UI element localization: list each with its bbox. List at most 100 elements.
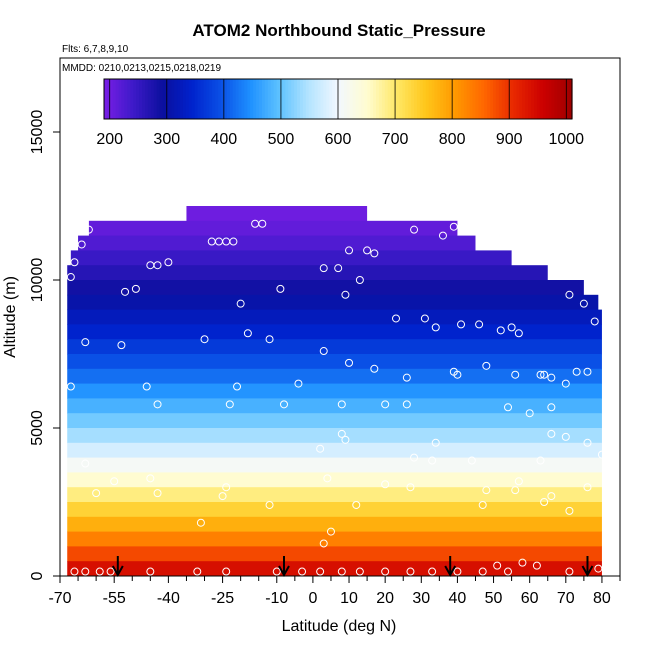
field-row xyxy=(67,531,602,547)
chart-title: ATOM2 Northbound Static_Pressure xyxy=(192,21,485,40)
colorbar-swatch xyxy=(340,79,345,119)
colorbar-swatch xyxy=(253,79,257,119)
observation-point xyxy=(547,429,556,438)
colorbar-swatch xyxy=(118,79,123,119)
observation-point xyxy=(410,225,419,234)
observation-point xyxy=(540,370,549,379)
observation-point xyxy=(438,231,447,240)
colorbar-swatch xyxy=(490,79,494,119)
colorbar-swatch xyxy=(545,79,550,119)
colorbar-swatch xyxy=(402,79,406,119)
colorbar-swatch xyxy=(256,79,260,119)
x-tick-label: 30 xyxy=(412,590,430,607)
colorbar-tick-label: 500 xyxy=(268,131,295,148)
observation-point xyxy=(258,219,267,228)
field-row xyxy=(67,472,602,488)
colorbar-swatch xyxy=(367,79,371,119)
observation-point xyxy=(518,558,527,567)
observation-point xyxy=(583,438,592,447)
colorbar-swatch xyxy=(215,79,219,119)
observation-point xyxy=(341,435,350,444)
colorbar-swatch xyxy=(297,79,301,119)
colorbar-swatch xyxy=(551,79,556,119)
field-row xyxy=(67,280,584,296)
x-tick-label: -40 xyxy=(157,590,180,607)
colorbar-swatch xyxy=(428,79,433,119)
colorbar-swatch xyxy=(133,79,137,119)
field-row xyxy=(67,546,602,562)
colorbar-swatch xyxy=(504,79,509,119)
colorbar-swatch xyxy=(498,79,503,119)
observation-point xyxy=(164,258,173,267)
colorbar-swatch xyxy=(150,79,155,119)
observation-point xyxy=(536,370,545,379)
observation-point xyxy=(142,382,151,391)
field-row xyxy=(67,487,602,503)
observation-point xyxy=(319,539,328,548)
observation-point xyxy=(363,246,372,255)
observation-point xyxy=(106,567,115,576)
observation-point xyxy=(561,432,570,441)
observation-point xyxy=(243,329,252,338)
colorbar-swatch xyxy=(528,79,532,119)
observation-point xyxy=(532,561,541,570)
colorbar-swatch xyxy=(291,79,295,119)
observation-point xyxy=(431,323,440,332)
observation-point xyxy=(381,400,390,409)
colorbar-swatch xyxy=(495,79,500,119)
x-tick-label: 10 xyxy=(340,590,358,607)
observation-point xyxy=(402,400,411,409)
colorbar-swatch xyxy=(305,79,310,119)
colorbar-swatch xyxy=(144,79,149,119)
colorbar-swatch xyxy=(434,79,439,119)
colorbar-swatch xyxy=(493,79,497,119)
observation-point xyxy=(66,382,75,391)
colorbar-tick-label: 1000 xyxy=(548,131,584,148)
observation-point xyxy=(77,240,86,249)
colorbar-swatch xyxy=(455,79,459,119)
colorbar-swatch xyxy=(329,79,333,119)
observation-point xyxy=(131,284,140,293)
colorbar-tick-label: 400 xyxy=(211,131,238,148)
colorbar-swatch xyxy=(203,79,207,119)
colorbar-tick-label: 900 xyxy=(496,131,523,148)
colorbar-tick-label: 300 xyxy=(153,131,180,148)
x-tick-label: 60 xyxy=(521,590,539,607)
colorbar-swatch xyxy=(323,79,327,119)
colorbar-swatch xyxy=(270,79,275,119)
observation-point xyxy=(196,518,205,527)
x-axis-label: Latitude (deg N) xyxy=(282,618,397,635)
colorbar-swatch xyxy=(326,79,330,119)
field-row xyxy=(67,265,548,281)
observation-point xyxy=(66,273,75,282)
colorbar-swatch xyxy=(484,79,488,119)
observation-point xyxy=(583,367,592,376)
observation-point xyxy=(110,477,119,486)
observation-point xyxy=(298,567,307,576)
colorbar-swatch xyxy=(247,79,251,119)
colorbar-swatch xyxy=(221,79,225,119)
observation-point xyxy=(504,403,512,412)
colorbar-swatch xyxy=(457,79,462,119)
colorbar-swatch xyxy=(437,79,441,119)
field-row xyxy=(67,294,599,311)
observation-point xyxy=(478,500,487,509)
observation-point xyxy=(153,261,162,270)
observation-point xyxy=(496,326,505,335)
colorbar-swatch xyxy=(168,79,172,119)
observation-point xyxy=(276,284,285,293)
colorbar-swatch xyxy=(200,79,205,119)
field-row xyxy=(67,502,602,518)
colorbar-swatch xyxy=(218,79,222,119)
colorbar-swatch xyxy=(171,79,175,119)
colorbar-tick-label: 600 xyxy=(325,131,352,148)
colorbar-swatch xyxy=(563,79,567,119)
colorbar-swatch xyxy=(361,79,365,119)
observation-point xyxy=(453,567,462,576)
colorbar-swatch xyxy=(343,79,348,119)
colorbar-swatch xyxy=(223,79,228,119)
observation-point xyxy=(525,409,534,418)
observation-point xyxy=(95,567,104,576)
colorbar-swatch xyxy=(376,79,380,119)
observation-point xyxy=(514,329,523,338)
